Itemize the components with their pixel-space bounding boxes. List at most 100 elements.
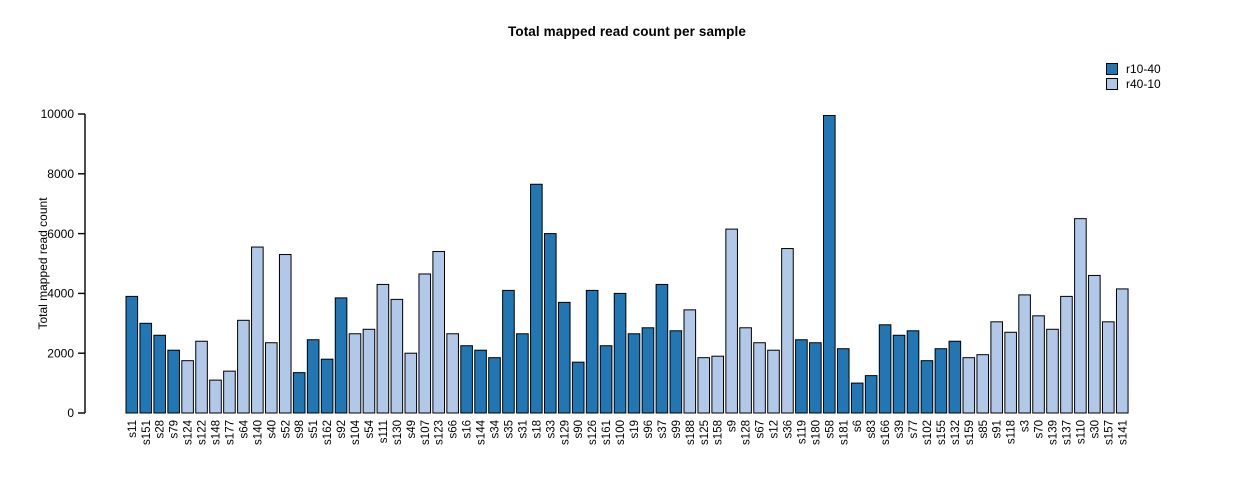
- x-tick-label: s64: [238, 419, 250, 438]
- bar-s140: [251, 246, 264, 414]
- y-tick-label: 0: [67, 406, 74, 420]
- x-tick-label: s54: [364, 419, 376, 438]
- legend-swatch-light-icon: [1106, 77, 1118, 90]
- bar-s158: [711, 355, 725, 414]
- bar-s137: [1060, 295, 1073, 414]
- bar-s52: [278, 254, 292, 414]
- legend-swatch-dark-icon: [1106, 62, 1118, 75]
- bar-s104: [348, 333, 362, 414]
- bar-s162: [320, 358, 334, 414]
- bar-s6: [850, 382, 864, 414]
- bar-s11: [125, 295, 139, 414]
- x-tick-label: s9: [727, 420, 739, 432]
- y-tick-label: 6000: [47, 227, 74, 241]
- x-tick-label: s77: [908, 420, 920, 439]
- y-tick-label: 10000: [41, 107, 75, 121]
- bar-s110: [1074, 218, 1087, 414]
- x-tick-label: s104: [350, 419, 362, 445]
- x-tick-label: s30: [1089, 420, 1101, 439]
- x-tick-label: s49: [406, 420, 418, 439]
- bar-s166: [878, 324, 892, 414]
- bar-s126: [585, 289, 599, 414]
- bar-s159: [962, 357, 976, 414]
- x-tick-label: s70: [1034, 420, 1046, 439]
- chart-title: Total mapped read count per sample: [508, 24, 746, 39]
- bar-s102: [920, 360, 934, 414]
- x-tick-label: s137: [1061, 420, 1073, 445]
- bar-s30: [1088, 274, 1101, 414]
- bar-s111: [376, 283, 390, 414]
- bar-s54: [362, 328, 376, 414]
- bar-s125: [697, 357, 711, 414]
- bar-s3: [1018, 294, 1031, 414]
- bar-s28: [153, 334, 166, 414]
- bar-s9: [725, 228, 738, 414]
- y-axis-title: Total mapped read count: [36, 197, 50, 330]
- bar-s37: [655, 283, 669, 414]
- x-tick-label: s159: [964, 420, 976, 445]
- bar-s129: [557, 301, 571, 414]
- legend-item-r10-40: r10-40: [1106, 61, 1161, 76]
- x-tick-label: s157: [1103, 420, 1115, 445]
- x-tick-label: s28: [155, 420, 167, 439]
- bar-s90: [571, 361, 585, 414]
- bar-s49: [404, 352, 418, 414]
- bar-s16: [460, 345, 473, 414]
- x-tick-label: s126: [587, 420, 599, 445]
- x-tick-label: s144: [476, 419, 488, 445]
- bar-s91: [990, 321, 1004, 414]
- x-tick-label: s118: [1006, 420, 1018, 444]
- x-tick-label: s33: [545, 420, 557, 439]
- bar-s79: [167, 349, 180, 414]
- bar-s92: [334, 297, 348, 414]
- x-tick-label: s92: [336, 420, 348, 439]
- x-tick-label: s18: [531, 420, 543, 439]
- x-tick-label: s16: [462, 420, 474, 439]
- bar-s119: [795, 339, 808, 414]
- x-tick-label: s52: [280, 420, 292, 439]
- x-tick-label: s31: [517, 420, 529, 439]
- x-tick-label: s90: [573, 420, 585, 439]
- x-tick-label: s11: [127, 420, 139, 438]
- x-tick-label: s100: [615, 420, 627, 445]
- legend-label: r40-10: [1126, 76, 1161, 91]
- bar-s132: [948, 340, 962, 414]
- bar-s188: [683, 309, 697, 414]
- y-tick-label: 8000: [47, 167, 74, 181]
- x-tick-label: s128: [741, 420, 753, 445]
- bar-s98: [292, 372, 306, 414]
- bar-s85: [976, 354, 990, 414]
- x-tick-label: s110: [1075, 420, 1087, 444]
- bar-s64: [237, 319, 250, 414]
- bar-s39: [892, 334, 906, 414]
- bar-s18: [530, 183, 543, 414]
- bar-s180: [809, 342, 822, 414]
- x-tick-label: s139: [1048, 420, 1060, 445]
- x-tick-label: s98: [294, 420, 306, 439]
- x-tick-label: s79: [169, 420, 181, 439]
- bar-s123: [432, 251, 445, 414]
- x-tick-label: s119: [796, 420, 808, 444]
- x-tick-label: s66: [448, 420, 460, 439]
- bar-s67: [753, 342, 766, 414]
- bar-s107: [418, 273, 432, 414]
- x-tick-label: s130: [392, 420, 404, 445]
- x-tick-label: s180: [810, 420, 822, 445]
- x-tick-label: s85: [978, 420, 990, 439]
- bar-s19: [627, 333, 641, 414]
- bar-s31: [516, 333, 529, 414]
- x-tick-label: s36: [782, 420, 794, 439]
- bar-s51: [306, 339, 320, 414]
- bar-s34: [488, 357, 501, 414]
- x-tick-label: s162: [322, 420, 334, 445]
- x-tick-label: s124: [183, 419, 195, 445]
- x-tick-label: s3: [1020, 420, 1032, 432]
- x-tick-label: s111: [378, 420, 390, 443]
- x-tick-label: s51: [308, 420, 320, 439]
- bar-s33: [544, 233, 557, 414]
- x-tick-label: s158: [713, 420, 725, 445]
- x-tick-label: s125: [699, 420, 711, 445]
- x-tick-label: s96: [643, 420, 655, 439]
- bar-s130: [390, 298, 404, 414]
- legend: r10-40 r40-10: [1106, 61, 1161, 91]
